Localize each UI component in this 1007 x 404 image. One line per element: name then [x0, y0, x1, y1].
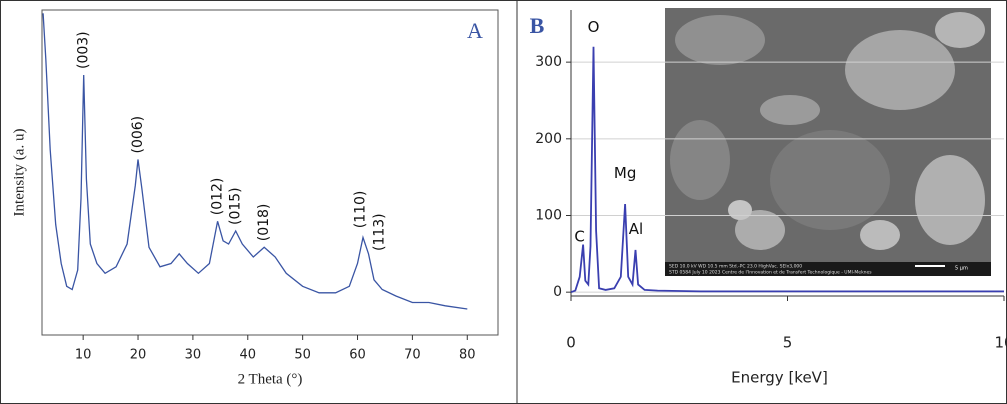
x-tick-label: 70 — [404, 348, 421, 363]
y-axis-label: Intensity (a. u) — [11, 129, 27, 217]
plot-frame — [41, 9, 499, 336]
peak-label: (012) — [210, 178, 226, 216]
x-tick-label: 80 — [459, 348, 476, 363]
sem-caption: STD 0584 July 10 2023 Centre de l'Innova… — [669, 270, 872, 276]
peak-label: O — [588, 18, 600, 36]
y-tick-label: 300 — [535, 54, 562, 70]
peak-label: Mg — [614, 164, 636, 182]
x-tick-label: 40 — [240, 348, 257, 363]
y-tick-label: 100 — [535, 207, 562, 223]
x-tick-label: 10 — [75, 348, 92, 363]
x-tick-label: 30 — [185, 348, 202, 363]
sem-texture — [670, 12, 985, 250]
peak-label: Al — [629, 220, 643, 238]
peak-label: (113) — [371, 213, 387, 251]
peak-label: (018) — [256, 204, 272, 242]
scale-bar — [915, 265, 945, 267]
sem-scale-label: 5 µm — [955, 266, 968, 272]
peak-label: (110) — [352, 191, 368, 229]
sem-info-bar — [665, 262, 991, 276]
panel-label: B — [530, 13, 545, 38]
y-tick-label: 0 — [553, 284, 562, 300]
x-tick-label: 5 — [783, 334, 793, 352]
peak-label: C — [574, 227, 584, 245]
peak-label: (003) — [76, 31, 92, 69]
x-tick-label: 10 — [994, 334, 1007, 352]
x-tick-label: 0 — [566, 334, 576, 352]
peak-label: (006) — [130, 116, 146, 154]
y-tick-label: 200 — [535, 131, 562, 147]
panel-label: A — [467, 18, 483, 43]
x-tick-label: 20 — [130, 348, 147, 363]
spectrum-line — [42, 13, 468, 310]
x-tick-label: 60 — [349, 348, 366, 363]
sem-image — [665, 8, 991, 276]
sem-caption: SED 10.0 kV WD 10.5 mm Std.-PC 23.0 High… — [669, 264, 802, 270]
x-tick-label: 50 — [294, 348, 311, 363]
peak-label: (015) — [228, 187, 244, 225]
x-axis-label: 2 Theta (°) — [238, 371, 303, 387]
x-axis-label: Energy [keV] — [731, 369, 828, 387]
spectrum-line — [570, 46, 1004, 294]
